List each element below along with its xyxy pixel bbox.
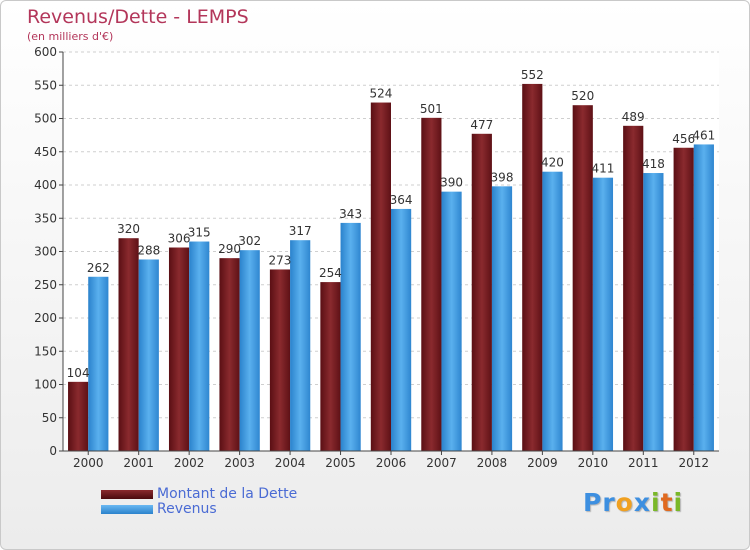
bar-revenus [88, 276, 109, 451]
bar-revenus [542, 171, 563, 451]
bar-revenus [693, 144, 714, 451]
bar-dette [68, 381, 89, 451]
bar-revenus [239, 250, 260, 451]
bar-revenus [340, 222, 361, 451]
data-label-revenus: 398 [491, 170, 514, 184]
data-label-revenus: 461 [692, 128, 715, 142]
bar-dette [219, 258, 240, 451]
data-label-dette: 520 [571, 89, 594, 103]
data-label-dette: 273 [269, 253, 292, 267]
legend-swatch-revenus [101, 505, 153, 514]
data-label-dette: 501 [420, 102, 443, 116]
bar-dette [673, 147, 694, 451]
data-label-revenus: 302 [238, 234, 261, 248]
x-tick-label: 2002 [174, 456, 205, 470]
data-label-revenus: 262 [87, 261, 110, 275]
data-label-revenus: 317 [289, 224, 312, 238]
logo-letter: o [615, 488, 634, 517]
y-tick-label: 150 [34, 344, 57, 358]
y-tick-label: 200 [34, 311, 57, 325]
data-label-dette: 306 [168, 232, 191, 246]
bar-dette [168, 247, 190, 451]
x-tick-label: 2010 [578, 456, 609, 470]
data-label-dette: 477 [470, 118, 493, 132]
x-tick-label: 2005 [325, 456, 356, 470]
y-tick-label: 350 [34, 211, 57, 225]
x-tick-label: 2011 [628, 456, 659, 470]
data-label-revenus: 411 [591, 162, 614, 176]
data-label-revenus: 343 [339, 207, 362, 221]
logo-letter: x [633, 488, 651, 517]
logo-letter: r [602, 488, 616, 517]
legend-label-revenus: Revenus [157, 501, 217, 517]
x-tick-label: 2008 [477, 456, 508, 470]
proxiti-logo: Proxiti [583, 488, 683, 517]
x-tick-label: 2004 [275, 456, 306, 470]
x-tick-label: 2007 [426, 456, 457, 470]
y-tick-label: 300 [34, 245, 57, 259]
bar-revenus [391, 208, 412, 451]
bar-revenus [138, 259, 159, 451]
y-tick-label: 50 [42, 411, 57, 425]
legend-swatch-dette [101, 490, 153, 499]
bar-dette [269, 269, 291, 451]
y-tick-label: 450 [34, 145, 57, 159]
logo-letter: i [673, 488, 684, 517]
chart-subtitle: (en milliers d'€) [27, 30, 114, 43]
logo-letter: i [651, 488, 661, 517]
y-tick-label: 600 [34, 45, 57, 59]
data-label-dette: 489 [622, 110, 645, 124]
data-label-revenus: 288 [137, 243, 160, 257]
bar-dette [522, 83, 543, 452]
data-label-dette: 290 [218, 242, 241, 256]
data-label-dette: 552 [521, 68, 544, 82]
y-tick-label: 400 [34, 178, 57, 192]
x-tick-label: 2006 [376, 456, 407, 470]
x-tick-label: 2003 [224, 456, 255, 470]
bar-revenus [491, 186, 513, 451]
bar-dette [370, 102, 391, 451]
bar-dette [471, 133, 492, 452]
x-tick-label: 2001 [123, 456, 154, 470]
bar-dette [572, 105, 593, 451]
bar-dette [118, 238, 139, 451]
y-tick-label: 0 [49, 444, 57, 458]
data-label-revenus: 390 [440, 176, 463, 190]
data-label-dette: 104 [67, 366, 90, 380]
data-label-revenus: 364 [390, 193, 413, 207]
bar-revenus [441, 191, 462, 451]
x-tick-label: 2012 [678, 456, 709, 470]
bar-dette [320, 282, 341, 451]
y-tick-label: 500 [34, 112, 57, 126]
bar-revenus [189, 241, 210, 451]
y-tick-label: 100 [34, 378, 57, 392]
bar-dette [623, 125, 644, 451]
data-label-dette: 254 [319, 266, 342, 280]
bar-revenus [290, 240, 311, 451]
data-label-revenus: 418 [642, 157, 665, 171]
bar-dette [421, 117, 442, 452]
data-label-dette: 456 [672, 132, 695, 146]
data-label-revenus: 315 [188, 226, 211, 240]
data-label-dette: 524 [369, 87, 392, 101]
y-tick-label: 250 [34, 278, 57, 292]
y-tick-label: 550 [34, 78, 57, 92]
x-tick-label: 2009 [527, 456, 558, 470]
bar-revenus [643, 173, 664, 451]
x-tick-label: 2000 [73, 456, 104, 470]
legend-label-dette: Montant de la Dette [157, 486, 298, 502]
data-label-revenus: 420 [541, 156, 564, 170]
logo-letter: t [660, 488, 674, 517]
bar-revenus [592, 177, 614, 451]
logo-letter: P [583, 488, 603, 517]
data-label-dette: 320 [117, 222, 140, 236]
chart-title: Revenus/Dette - LEMPS [27, 6, 249, 28]
